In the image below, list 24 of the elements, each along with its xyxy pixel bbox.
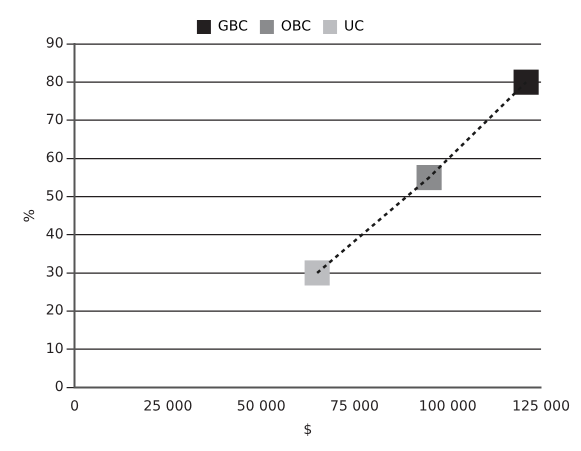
y-axis-title: % [22,209,38,222]
y-tick-label: 80 [46,74,64,90]
legend-label: OBC [280,18,312,35]
x-tick-label: 25 000 [143,398,192,414]
y-tick-label: 10 [46,340,64,357]
x-tick-label: 0 [70,398,80,414]
y-tick-label: 0 [54,379,64,396]
x-tick-label: 125 000 [512,398,570,414]
y-tick-label: 60 [46,150,64,166]
y-tick-label: 40 [46,226,64,242]
legend-label: UC [344,18,364,35]
x-tick-label: 100 000 [418,398,477,414]
point [304,260,330,286]
point [416,164,442,190]
y-tick-label: 30 [46,264,64,281]
y-tick-label: 20 [46,302,64,319]
y-tick-label: 50 [46,188,64,204]
x-axis-title: $ [303,422,312,438]
y-tick-label: 90 [46,36,64,52]
x-tick-label: 50 000 [236,398,286,414]
point [514,70,539,95]
y-tick-label: 70 [46,112,64,128]
x-tick-label: 75 000 [330,398,379,414]
legend-label: GBC [218,18,248,35]
